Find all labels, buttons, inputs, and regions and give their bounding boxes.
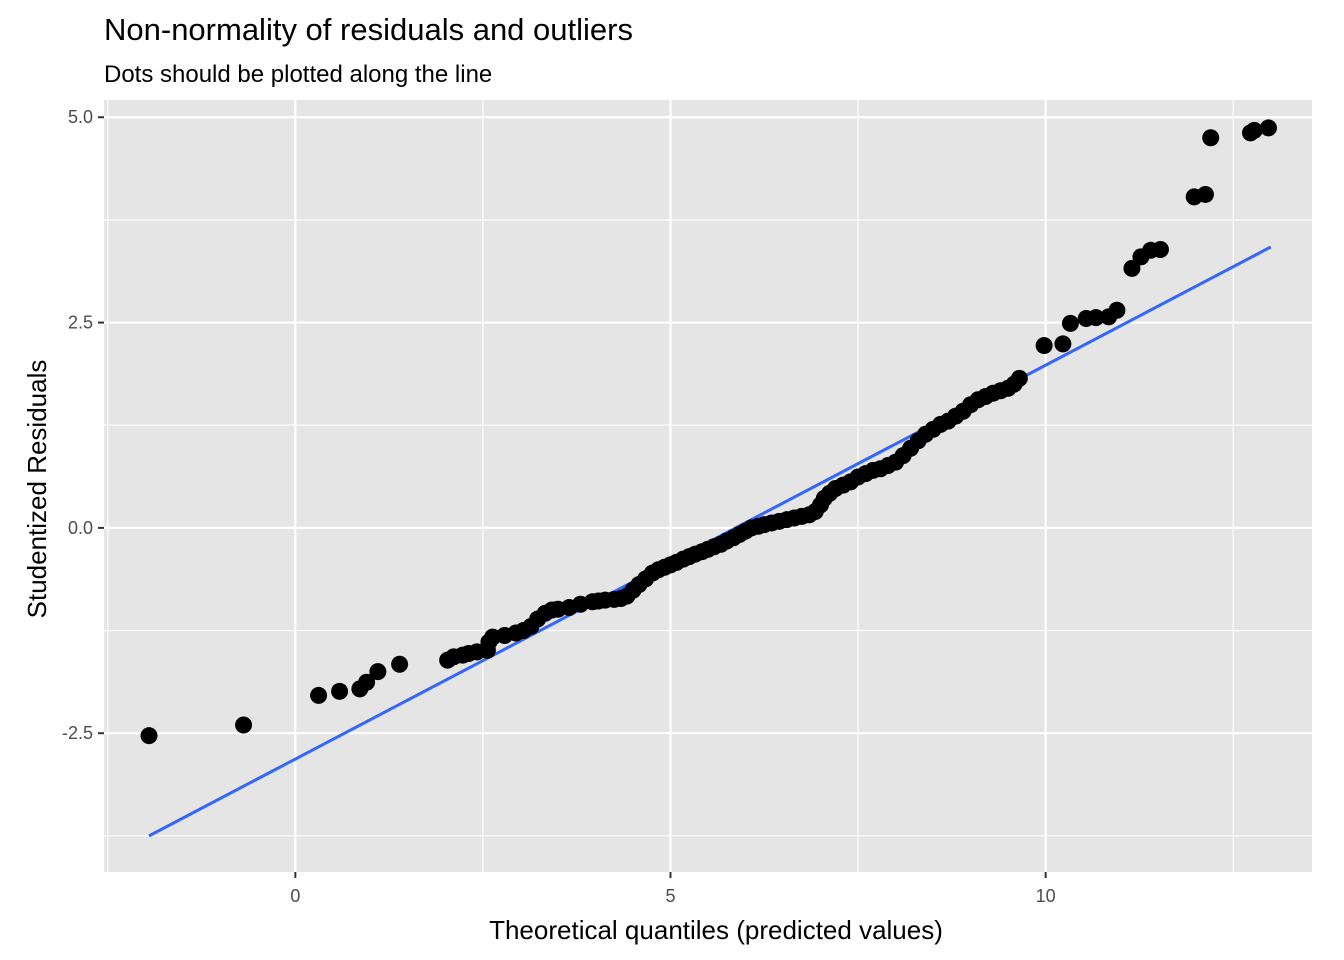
data-point bbox=[1035, 337, 1053, 355]
data-point bbox=[1259, 119, 1277, 137]
x-tick-label: 0 bbox=[290, 886, 300, 906]
data-point bbox=[310, 686, 328, 704]
y-axis-title: Studentized Residuals bbox=[22, 360, 52, 619]
data-point bbox=[1061, 314, 1079, 332]
y-axis-ticks: -2.5 0.0 2.5 5.0 bbox=[62, 107, 104, 743]
data-points bbox=[140, 119, 1277, 745]
chart-title: Non-normality of residuals and outliers bbox=[104, 12, 633, 47]
data-point bbox=[1010, 369, 1028, 387]
data-point bbox=[331, 682, 349, 700]
data-point bbox=[1087, 309, 1105, 327]
x-axis-title: Theoretical quantiles (predicted values) bbox=[489, 915, 943, 945]
data-point bbox=[140, 727, 158, 745]
data-point bbox=[1151, 240, 1169, 258]
data-point bbox=[369, 663, 387, 681]
minor-gridlines bbox=[104, 100, 1312, 872]
y-tick-label: 5.0 bbox=[68, 107, 93, 127]
data-point bbox=[1202, 129, 1220, 147]
x-tick-label: 5 bbox=[665, 886, 675, 906]
data-point bbox=[235, 716, 253, 734]
data-point bbox=[391, 655, 409, 673]
plot-panel bbox=[104, 100, 1312, 872]
x-tick-label: 10 bbox=[1036, 886, 1056, 906]
data-point bbox=[1196, 185, 1214, 203]
data-point bbox=[1123, 259, 1141, 277]
y-tick-label: 2.5 bbox=[68, 313, 93, 333]
x-axis-ticks: 0 5 10 bbox=[290, 872, 1056, 906]
data-point bbox=[358, 673, 376, 691]
y-tick-label: 0.0 bbox=[68, 518, 93, 538]
data-point bbox=[1054, 335, 1072, 353]
y-tick-label: -2.5 bbox=[62, 723, 93, 743]
data-point bbox=[1108, 301, 1126, 319]
chart-subtitle: Dots should be plotted along the line bbox=[104, 61, 492, 88]
data-point bbox=[1245, 121, 1263, 139]
